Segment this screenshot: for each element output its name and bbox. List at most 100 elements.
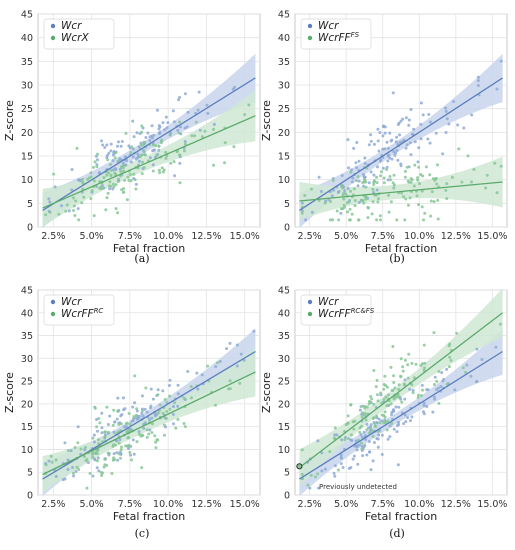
data-point [122,163,126,167]
data-point [349,189,353,193]
data-point [168,383,172,387]
data-point [376,165,380,169]
data-point [82,195,86,199]
data-point [176,128,180,132]
data-point [376,139,380,143]
data-point [436,217,440,221]
data-point [136,152,140,156]
data-point [57,212,61,216]
data-point [111,182,115,186]
data-point [419,364,423,368]
data-point [114,183,118,187]
data-point [186,110,190,114]
data-point [196,387,200,391]
data-point [395,149,399,153]
data-point [382,414,386,418]
data-point [140,409,144,413]
data-point [176,404,180,408]
data-point [428,173,432,177]
data-point [428,141,432,145]
data-point [352,454,356,458]
data-point [125,198,129,202]
data-point [410,415,414,419]
data-point [349,168,353,172]
x-tick-label: 15.0% [477,499,507,510]
data-point [113,171,117,175]
x-axis-label: Fetal fraction [113,242,185,255]
data-point [116,458,120,462]
data-point [371,200,375,204]
data-point [392,150,396,154]
data-point [116,140,120,144]
data-point [397,387,401,391]
data-point [124,159,128,163]
data-point [370,429,374,433]
data-point [152,148,156,152]
data-point [379,391,383,395]
data-point [390,410,394,414]
data-point [309,187,313,191]
y-tick-label: 30 [278,81,290,92]
data-point [91,455,95,459]
data-point [413,163,417,167]
data-point [362,201,366,205]
data-point [77,467,81,471]
data-point [178,153,182,157]
legend [300,294,372,326]
data-point [300,472,304,476]
data-point [92,179,96,183]
data-point [400,400,404,404]
data-point [410,132,414,136]
data-point [393,386,397,390]
data-point [372,183,376,187]
data-point [317,486,321,490]
data-point [142,166,146,170]
data-point [363,412,367,416]
data-point [160,138,164,142]
data-point [102,176,106,180]
data-point [395,218,399,222]
data-point [360,198,364,202]
data-point [129,179,133,183]
data-point [375,218,379,222]
data-point [361,454,365,458]
data-point [386,178,390,182]
data-point [72,208,76,212]
x-tick-label: 15.0% [230,499,260,510]
data-point [120,188,124,192]
y-tick-label: 5 [284,468,290,479]
data-point [140,130,144,134]
data-point [396,158,400,162]
data-point [87,176,91,180]
data-point [372,369,376,373]
y-tick-label: 45 [21,286,33,297]
data-point [54,458,58,462]
data-point [387,210,391,214]
data-point [433,397,437,401]
data-point [369,133,373,137]
data-point [103,435,107,439]
data-point [66,458,70,462]
x-tick-label: 12.5% [441,499,471,510]
data-point [119,144,123,148]
data-point [127,178,131,182]
data-point [356,175,360,179]
data-point [424,165,428,169]
data-point [406,363,410,367]
data-point [420,205,424,209]
data-point [116,211,120,215]
chart-panel: 0 5 10 15 20 25 30 35 40 45 2.5% 5.0% 7.5% 10.0% 12.5%… [260,286,507,541]
data-point [444,131,448,135]
data-point [376,430,380,434]
data-point [432,383,436,387]
data-point [426,137,430,141]
data-point [357,159,361,163]
data-point [390,421,394,425]
y-tick-label: 10 [278,175,290,186]
data-point [115,144,119,148]
y-tick-label: 25 [21,377,33,388]
data-point [444,109,448,113]
data-point [186,369,190,373]
data-point [300,209,304,213]
data-point [397,423,401,427]
